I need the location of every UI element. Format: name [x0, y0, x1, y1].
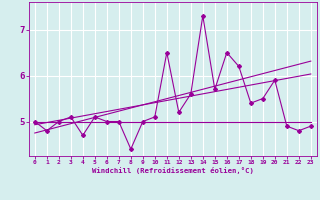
- X-axis label: Windchill (Refroidissement éolien,°C): Windchill (Refroidissement éolien,°C): [92, 167, 254, 174]
